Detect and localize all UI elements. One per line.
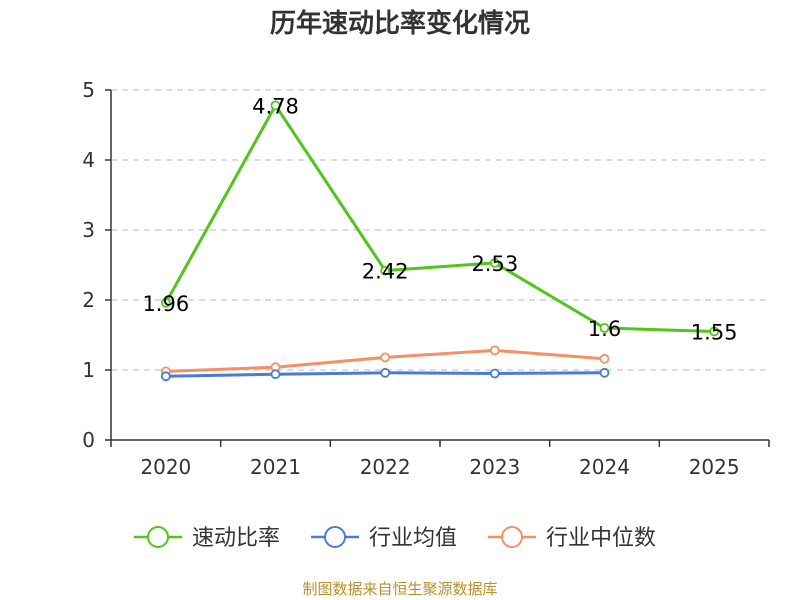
data-label: 1.55 — [691, 321, 738, 345]
y-tick-label: 4 — [82, 148, 95, 172]
data-point[interactable] — [709, 326, 720, 337]
legend-item-2[interactable]: 行业中位数 — [488, 526, 656, 551]
data-label: 1.96 — [142, 292, 189, 316]
x-tick-label: 2023 — [469, 455, 520, 479]
legend-item-0[interactable]: 速动比率 — [134, 526, 280, 551]
legend-label: 速动比率 — [192, 526, 280, 551]
y-tick-label: 0 — [82, 428, 95, 452]
data-point[interactable] — [160, 297, 171, 308]
data-label: 4.78 — [252, 94, 299, 118]
data-point[interactable] — [270, 369, 281, 380]
data-point[interactable] — [380, 352, 391, 363]
data-point[interactable] — [380, 367, 391, 378]
data-point[interactable] — [599, 367, 610, 378]
data-point[interactable] — [489, 345, 500, 356]
data-point[interactable] — [380, 265, 391, 276]
data-label: 2.42 — [362, 260, 409, 284]
data-label: 1.6 — [588, 317, 621, 341]
chart-title: 历年速动比率变化情况 — [270, 8, 530, 39]
legend-marker — [147, 526, 169, 548]
x-tick-label: 2022 — [360, 455, 411, 479]
legend-label: 行业均值 — [369, 526, 457, 551]
y-tick-label: 2 — [82, 288, 95, 312]
x-tick-label: 2025 — [689, 455, 740, 479]
legend-marker — [324, 526, 346, 548]
legend-marker — [501, 526, 523, 548]
data-point[interactable] — [489, 368, 500, 379]
x-tick-label: 2020 — [140, 455, 191, 479]
x-tick-label: 2021 — [250, 455, 301, 479]
data-point[interactable] — [270, 100, 281, 111]
grid-lines — [111, 89, 769, 371]
series-line-0 — [164, 103, 716, 333]
series-lines — [160, 100, 720, 382]
data-labels: 1.96 4.78 2.42 2.53 1.6 1.55 — [142, 94, 737, 344]
y-tick-label: 5 — [82, 78, 95, 102]
y-tick-label: 1 — [82, 358, 95, 382]
data-point[interactable] — [489, 257, 500, 268]
legend[interactable]: 速动比率 行业均值 行业中位数 — [134, 526, 656, 551]
legend-label: 行业中位数 — [546, 526, 656, 551]
axes: 0 1 2 3 4 5 2020 2021 2022 2023 2024 2025 — [82, 78, 770, 479]
data-point[interactable] — [599, 323, 610, 333]
data-point[interactable] — [599, 353, 610, 364]
legend-item-1[interactable]: 行业均值 — [311, 526, 457, 551]
y-tick-label: 3 — [82, 218, 95, 242]
x-tick-label: 2024 — [579, 455, 630, 479]
source-note: 制图数据来自恒生聚源数据库 — [302, 580, 497, 598]
data-point[interactable] — [160, 371, 171, 382]
data-label: 2.53 — [471, 252, 518, 276]
